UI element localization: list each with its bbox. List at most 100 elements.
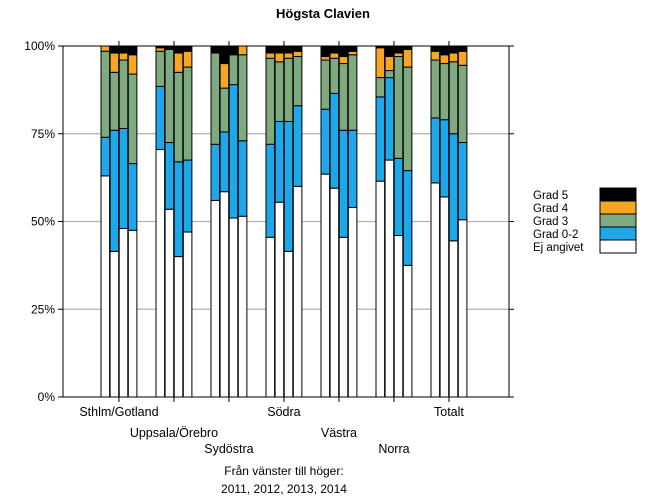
bar-segment: [457, 219, 468, 398]
bar-segment: [109, 52, 120, 73]
x-category-label: Totalt: [434, 405, 464, 419]
x-note-line-1: Från vänster till höger:: [224, 464, 343, 478]
bar-segment: [448, 133, 459, 242]
bar-segment: [265, 143, 276, 238]
bar-segment: [274, 45, 285, 54]
bar-segment: [219, 45, 230, 65]
bar-segment: [219, 131, 230, 193]
bar-segment: [182, 50, 193, 68]
bar-segment: [219, 63, 230, 89]
bar-segment: [430, 50, 441, 61]
bar-segment: [100, 50, 111, 138]
bar-segment: [347, 45, 358, 52]
bar-segment: [182, 231, 193, 398]
bar-segment: [329, 45, 340, 54]
bar-segment: [109, 250, 120, 398]
bar-segment: [164, 142, 175, 210]
bar-segment: [274, 52, 285, 63]
y-tick-label: 50%: [31, 215, 55, 229]
bar-segment: [457, 64, 468, 144]
bar-segment: [237, 54, 248, 142]
bar-segment: [210, 45, 221, 54]
bar-segment: [439, 63, 450, 121]
bar-segment: [219, 191, 230, 398]
y-tick-label: 75%: [31, 127, 55, 141]
bar-segment: [393, 157, 404, 237]
bar-segment: [393, 235, 404, 398]
bar-segment: [320, 173, 331, 398]
legend-swatch: [599, 200, 637, 215]
bar-segment: [182, 45, 193, 52]
bar-segment: [375, 77, 386, 98]
bar-segment: [265, 57, 276, 145]
bar-segment: [338, 129, 349, 238]
bar-segment: [228, 217, 239, 398]
axes: 0% 25% 50% 75% 100%: [24, 39, 514, 404]
bar-segment: [430, 117, 441, 184]
bar-segment: [283, 45, 294, 54]
bar-segment: [375, 96, 386, 182]
x-category-label: Sthlm/Gotland: [79, 405, 158, 419]
bar-segment: [109, 71, 120, 131]
bar-segment: [375, 180, 386, 398]
bar-segment: [155, 85, 166, 151]
bar-segment: [127, 73, 138, 165]
bar-segment: [164, 49, 175, 144]
bars: [100, 45, 468, 398]
legend-label: Grad 3: [533, 216, 568, 228]
bar-segment: [100, 175, 111, 398]
x-note-line-2: 2011, 2012, 2013, 2014: [221, 482, 347, 496]
bar-segment: [283, 52, 294, 59]
bar-segment: [118, 52, 129, 61]
bar-segment: [292, 105, 303, 187]
bar-segment: [329, 92, 340, 189]
bar-segment: [118, 127, 129, 230]
bar-segment: [448, 52, 459, 63]
bar-segment: [283, 250, 294, 398]
bar-segment: [228, 84, 239, 219]
bar-segment: [118, 228, 129, 398]
bar-segment: [347, 129, 358, 208]
bar-segment: [283, 120, 294, 252]
bar-segment: [155, 149, 166, 398]
bar-segment: [338, 56, 349, 65]
bar-segment: [402, 170, 413, 266]
bar-segment: [274, 61, 285, 122]
bar-segment: [402, 45, 413, 51]
bar-segment: [182, 66, 193, 161]
bar-segment: [237, 45, 248, 56]
bar-segment: [173, 71, 184, 163]
bar-segment: [384, 159, 395, 398]
bar-segment: [109, 129, 120, 252]
bar-segment: [439, 196, 450, 398]
bar-segment: [292, 56, 303, 107]
bar-segment: [164, 45, 175, 51]
bar-segment: [219, 87, 230, 133]
bar-segment: [100, 136, 111, 177]
bar-segment: [173, 161, 184, 258]
bar-segment: [127, 229, 138, 398]
bar-segment: [338, 63, 349, 131]
bar-segment: [100, 45, 111, 52]
bar-segment: [320, 59, 331, 110]
bar-segment: [457, 50, 468, 66]
bar-segment: [393, 52, 404, 58]
bar-segment: [265, 236, 276, 398]
bar-segment: [155, 47, 166, 52]
bar-segment: [347, 50, 358, 56]
bar-segment: [173, 52, 184, 73]
bar-segment: [393, 45, 404, 54]
bar-segment: [118, 59, 129, 129]
bar-segment: [430, 45, 441, 52]
legend-label: Grad 5: [533, 190, 568, 202]
bar-segment: [439, 119, 450, 198]
y-tick-label: 0%: [38, 390, 56, 404]
x-category-label: Södra: [267, 405, 300, 419]
bar-segment: [384, 77, 395, 161]
bar-segment: [329, 52, 340, 59]
bar-segment: [118, 45, 129, 54]
x-category-label: Norra: [378, 442, 409, 456]
bar-segment: [402, 264, 413, 398]
